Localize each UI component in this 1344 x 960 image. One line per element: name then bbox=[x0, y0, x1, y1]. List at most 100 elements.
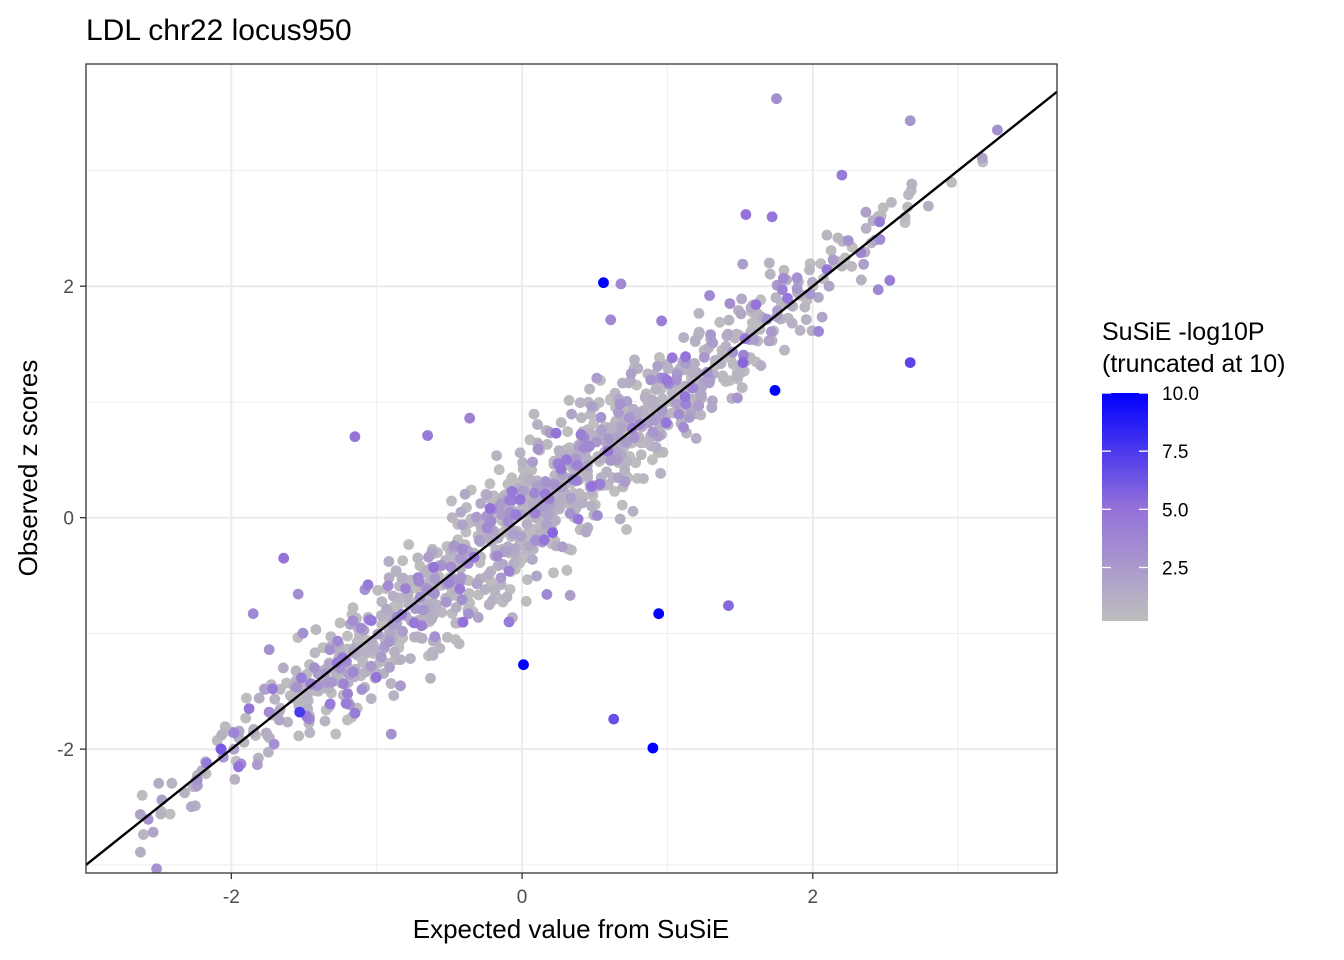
data-point bbox=[563, 395, 575, 406]
data-point bbox=[630, 457, 642, 469]
data-point bbox=[827, 254, 839, 266]
data-point bbox=[527, 456, 538, 468]
data-point bbox=[397, 555, 409, 567]
data-point bbox=[763, 335, 775, 347]
data-point bbox=[625, 368, 637, 379]
data-point bbox=[813, 292, 824, 303]
data-point bbox=[693, 326, 705, 338]
data-point bbox=[471, 578, 483, 590]
data-point bbox=[678, 332, 690, 343]
data-point bbox=[693, 400, 705, 411]
data-point bbox=[347, 615, 359, 627]
data-point bbox=[455, 553, 466, 564]
data-point bbox=[823, 280, 835, 292]
data-point bbox=[429, 573, 441, 584]
data-point bbox=[764, 268, 776, 280]
data-point bbox=[771, 93, 782, 105]
data-point bbox=[976, 152, 988, 164]
data-point bbox=[277, 662, 289, 674]
data-point bbox=[240, 712, 252, 724]
data-point bbox=[904, 115, 916, 127]
data-point bbox=[384, 661, 395, 673]
data-point bbox=[836, 260, 848, 272]
data-point bbox=[448, 540, 460, 552]
data-point bbox=[614, 513, 626, 525]
data-point bbox=[621, 524, 632, 535]
data-point bbox=[135, 846, 146, 858]
data-point bbox=[842, 235, 854, 247]
data-point bbox=[595, 412, 607, 423]
data-point bbox=[816, 311, 828, 323]
data-point bbox=[605, 455, 616, 466]
data-point bbox=[562, 426, 573, 438]
data-point bbox=[473, 535, 485, 546]
data-point bbox=[874, 216, 885, 228]
data-point bbox=[804, 264, 815, 276]
data-point bbox=[405, 653, 416, 664]
data-point bbox=[446, 512, 458, 523]
data-point bbox=[601, 466, 612, 478]
data-point bbox=[884, 275, 896, 286]
data-point bbox=[389, 646, 400, 658]
data-point bbox=[605, 422, 616, 433]
data-point bbox=[821, 229, 833, 241]
data-point bbox=[390, 565, 402, 576]
data-point bbox=[846, 261, 858, 272]
data-point bbox=[538, 534, 550, 546]
data-point bbox=[874, 234, 886, 245]
data-point bbox=[269, 693, 281, 705]
data-point bbox=[732, 392, 743, 404]
chart-title: LDL chr22 locus950 bbox=[86, 14, 352, 47]
data-point bbox=[542, 509, 554, 520]
data-point bbox=[413, 575, 425, 587]
data-point bbox=[479, 584, 491, 595]
data-point bbox=[138, 829, 149, 840]
y-tick-label: -2 bbox=[57, 740, 74, 761]
data-point bbox=[575, 429, 587, 440]
data-point bbox=[723, 600, 734, 611]
data-point bbox=[472, 612, 484, 623]
colorbar-ticks: 2.5 5.0 7.5 10.0 bbox=[1102, 384, 1199, 579]
x-tick-label: 0 bbox=[517, 887, 528, 908]
data-point bbox=[267, 683, 278, 695]
data-point bbox=[514, 447, 526, 459]
data-point bbox=[297, 627, 309, 639]
data-point bbox=[347, 666, 359, 678]
data-point bbox=[153, 777, 165, 789]
data-point bbox=[365, 660, 377, 672]
data-point bbox=[698, 351, 710, 363]
data-point bbox=[166, 777, 178, 789]
data-point bbox=[646, 394, 658, 406]
data-point bbox=[608, 713, 620, 725]
data-point bbox=[572, 513, 584, 525]
x-axis: -2 0 2 bbox=[223, 873, 818, 908]
data-point bbox=[564, 508, 576, 519]
data-point bbox=[332, 635, 343, 647]
data-point bbox=[650, 384, 662, 395]
data-point bbox=[395, 654, 406, 665]
data-point bbox=[594, 479, 606, 490]
data-point bbox=[584, 383, 595, 395]
data-point bbox=[412, 552, 424, 564]
data-point bbox=[576, 412, 587, 424]
data-point bbox=[233, 761, 244, 773]
data-point bbox=[356, 684, 368, 695]
data-point bbox=[481, 522, 493, 534]
data-point bbox=[427, 649, 439, 661]
colorbar-tick-label: 7.5 bbox=[1162, 442, 1188, 463]
data-point bbox=[491, 550, 503, 562]
data-point bbox=[309, 647, 321, 659]
data-point bbox=[422, 430, 433, 441]
data-point bbox=[305, 678, 317, 689]
x-tick-label: 2 bbox=[808, 887, 819, 908]
y-axis: -2 0 2 bbox=[57, 277, 86, 761]
data-point bbox=[457, 519, 468, 531]
data-point bbox=[855, 274, 867, 286]
data-point bbox=[556, 541, 568, 553]
data-point bbox=[517, 457, 529, 468]
data-point bbox=[362, 579, 374, 591]
data-point bbox=[151, 863, 162, 873]
data-point bbox=[655, 468, 666, 479]
data-point bbox=[992, 124, 1003, 136]
data-point bbox=[836, 169, 848, 181]
